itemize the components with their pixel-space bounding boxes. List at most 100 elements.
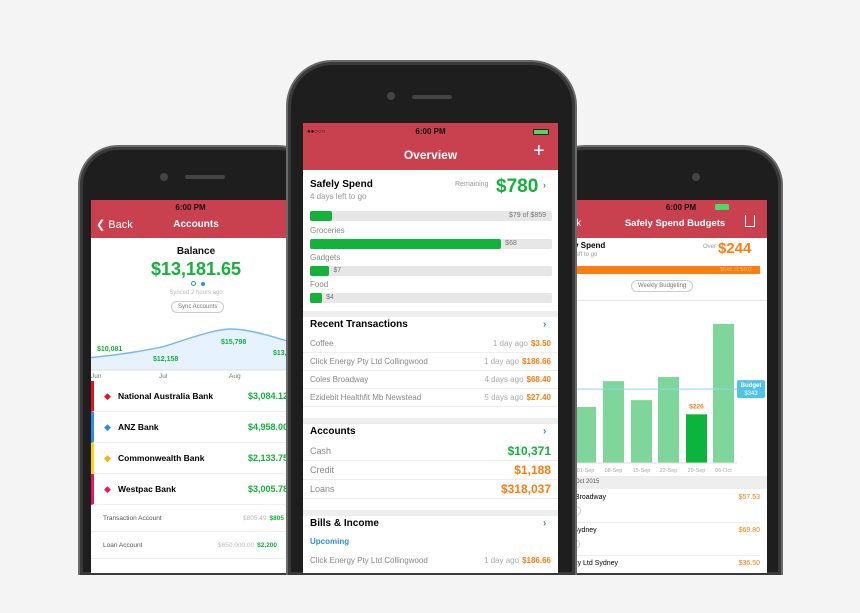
transaction-name: Blog Pty Ltd Sydney [555, 560, 619, 567]
bank-name: Commonwealth Bank [118, 453, 205, 463]
bill-row[interactable]: Click Energy Pty Ltd Collingwood 1 day ag… [303, 552, 558, 568]
category-name: Food [310, 280, 329, 289]
transaction-row[interactable]: Ezidebit Healthfit Mb Newstead 5 days ago… [303, 389, 558, 407]
sub-account-name: Transaction Account [103, 514, 162, 522]
chevron-right-icon[interactable]: › [543, 180, 546, 190]
transaction-name: Ezidebit Healthfit Mb Newstead [310, 393, 422, 402]
remaining-label: Remaining [455, 181, 489, 188]
bank-row[interactable]: ◆ Commonwealth Bank $2,133.75 [91, 443, 306, 474]
sub-account-row[interactable]: Loan Account $650,000.00 $2,200 [91, 532, 306, 559]
bar[interactable] [631, 400, 652, 463]
account-name: Loans [310, 484, 335, 494]
camera-icon [387, 92, 395, 100]
transaction-meta: 1 day ago $186.66 [484, 357, 551, 366]
page-title: Safely Spend Budgets [624, 218, 726, 229]
transaction-meta: 1 day ago $3.50 [493, 339, 551, 348]
progress-track: $7 [310, 266, 552, 276]
bank-amount: $3,005.78 [248, 484, 289, 494]
month-tick: Aug [229, 373, 241, 380]
add-icon[interactable]: + [533, 140, 545, 162]
bill-meta: 1 day ago $186.66 [484, 556, 551, 565]
page-title: Overview [403, 148, 458, 162]
account-row[interactable]: Loans $318,037 [303, 480, 558, 499]
bar[interactable] [713, 323, 734, 463]
transaction-amount: $3.50 [530, 339, 551, 348]
bill-amount: $186.66 [522, 555, 551, 565]
transaction-row[interactable]: Shop Sydney$69.80Shopping [555, 523, 760, 556]
accounts-title: Accounts [310, 426, 356, 437]
safely-spend-title: Safely Spend [555, 241, 606, 250]
nab-star-icon: ◆ [104, 390, 111, 401]
data-label: $15,798 [221, 339, 246, 346]
page-dot-active[interactable] [201, 282, 205, 286]
share-icon[interactable] [745, 215, 755, 227]
bank-name: Westpac Bank [118, 484, 176, 494]
bar[interactable] [658, 377, 679, 463]
back-button[interactable]: ❮ Back [96, 218, 133, 231]
progress-track: $79 of $859 [310, 211, 552, 221]
nav-bar: 6:00 PM ❮ Back Accounts [91, 200, 306, 238]
highlight-label: $226 [689, 403, 704, 410]
progress-label: $68 [505, 240, 517, 247]
recent-transactions-title: Recent Transactions [310, 319, 408, 330]
week-tick: 06-Oct [715, 468, 732, 474]
bar[interactable] [686, 414, 707, 463]
section-divider [303, 311, 558, 317]
bank-row[interactable]: ◆ National Australia Bank $3,084.12 [91, 381, 306, 412]
bank-amount: $4,958.00 [248, 422, 289, 432]
transaction-date: 1 day ago [483, 357, 520, 366]
over-label: Over [703, 244, 717, 250]
transaction-row[interactable]: Coles Broadway$57.53Groceries [555, 490, 760, 523]
transaction-amount: $69.80 [738, 527, 760, 534]
transaction-row[interactable]: Coles Broadway 4 days ago $68.40 [303, 371, 558, 389]
category-name: Groceries [310, 226, 345, 235]
section-divider [303, 510, 558, 516]
month-tick: Jun [91, 373, 102, 380]
transaction-date: 1 day ago [492, 339, 528, 348]
account-row[interactable]: Credit $1,188 [303, 461, 558, 480]
date-header: Mon, 5 Oct 2015 [555, 476, 767, 489]
account-name: Cash [310, 446, 332, 456]
bank-name: National Australia Bank [118, 391, 214, 401]
transaction-row[interactable]: Click Energy Pty Ltd Collingwood 1 day ag… [303, 353, 558, 371]
bank-row[interactable]: ◆ Westpac Bank $3,005.78 [91, 474, 306, 505]
transaction-amount: $68.40 [526, 375, 551, 384]
transaction-name: Coles Broadway [310, 375, 369, 384]
camera-icon [160, 173, 168, 181]
chevron-right-icon[interactable]: › [543, 319, 547, 330]
week-tick: 08-Sep [605, 468, 623, 474]
chevron-right-icon[interactable]: › [543, 518, 547, 529]
budget-badge[interactable] [737, 380, 765, 399]
bar[interactable] [575, 407, 596, 463]
category-name: Gadgets [310, 253, 341, 262]
remaining-amount: $780 [496, 176, 539, 197]
progress-label: $7 [333, 267, 342, 274]
sub-account-amount: $2,200 [257, 541, 278, 549]
budget-label: Budget [741, 383, 762, 389]
balance-label: Balance [176, 246, 216, 257]
bank-row[interactable]: ◆ ANZ Bank $4,958.00 [91, 412, 306, 443]
data-label: $13, [273, 350, 287, 357]
transaction-row[interactable]: Coffee 1 day ago $3.50 [303, 335, 558, 353]
accounts-screen: 6:00 PM ❮ Back Accounts Balance $13,181.… [91, 200, 306, 573]
progress-fill [310, 211, 332, 221]
progress-fill [310, 293, 323, 303]
status-time: 6:00 PM [415, 127, 446, 136]
progress-track: $4 [310, 293, 552, 303]
transaction-meta: 5 days ago $27.40 [484, 393, 551, 402]
page-dot[interactable] [191, 281, 196, 286]
sync-accounts-button[interactable]: Sync Accounts [171, 301, 225, 313]
progress-track: $68 [310, 239, 552, 249]
bar-text: $646 of $402 [719, 267, 752, 273]
weekly-budgeting-button[interactable]: Weekly Budgeting [631, 280, 694, 292]
balance-amount: $13,181.65 [150, 259, 242, 279]
sub-account-row[interactable]: Transaction Account $805.49 $805 [91, 505, 306, 532]
progress-label: $79 of $859 [509, 212, 546, 219]
weekly-budget-chart: 01-Sep 08-Sep 15-Sep 22-Sep 29-Sep 06-Oct $226… [555, 323, 765, 474]
safely-spend-subtitle: 4 days left to go [310, 192, 367, 201]
bar[interactable] [603, 381, 624, 463]
account-row[interactable]: Cash $10,371 [303, 442, 558, 461]
over-amount: $244 [718, 240, 752, 257]
chevron-right-icon[interactable]: › [543, 426, 547, 437]
transaction-row[interactable]: Blog Pty Ltd Sydney $36.50 [555, 556, 760, 573]
